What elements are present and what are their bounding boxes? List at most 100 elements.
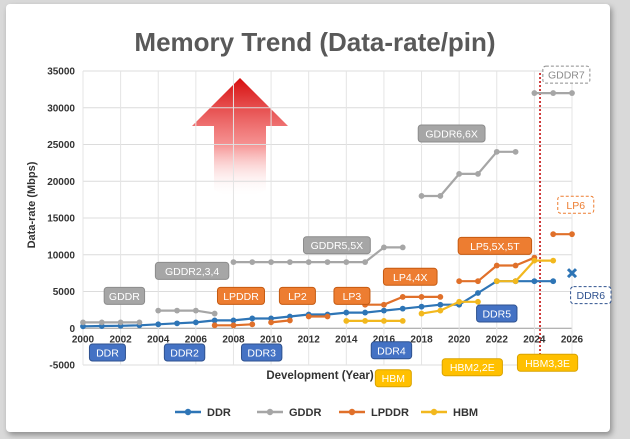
- generation-label-text: DDR2: [170, 348, 199, 360]
- data-point-gddr: [343, 259, 350, 265]
- data-point-gddr: [399, 244, 406, 251]
- data-point-hbm: [550, 257, 557, 264]
- data-point-gddr: [531, 90, 538, 96]
- data-point-gddr: [174, 307, 180, 314]
- data-point-gddr: [418, 193, 425, 199]
- legend-item-ddr: DDR: [175, 407, 231, 419]
- y-tick-label: 35000: [47, 67, 75, 78]
- generation-label: LP2: [278, 286, 316, 305]
- generation-label-text: HBM2,2E: [450, 362, 495, 374]
- legend-item-gddr: GDDR: [257, 407, 321, 419]
- generation-label-text: GDDR7: [548, 70, 585, 82]
- data-point-gddr: [512, 148, 519, 155]
- generation-label-text: HBM: [382, 373, 405, 385]
- generation-label: DDR6: [570, 286, 612, 305]
- generation-label-box: [154, 261, 230, 280]
- generation-label-box: [103, 286, 146, 305]
- generation-label-text: DDR5: [482, 309, 511, 321]
- data-point-gddr: [136, 319, 143, 326]
- generation-label-box: [278, 286, 316, 305]
- generation-label-text: DDR4: [377, 345, 406, 357]
- data-point-lpddr: [437, 293, 444, 300]
- y-axis-label: Data-rate (Mbps): [26, 161, 38, 248]
- generation-label: DDR5: [476, 304, 518, 323]
- generation-label-box: [374, 369, 412, 388]
- legend-marker: [430, 408, 438, 416]
- generation-label: DDR2: [163, 343, 206, 362]
- data-point-lpddr: [324, 313, 331, 320]
- data-point-hbm: [381, 318, 387, 324]
- x-tick-label: 2022: [486, 334, 509, 345]
- data-point-gddr: [569, 90, 575, 96]
- data-point-gddr: [437, 193, 444, 199]
- generation-label: LP5,5X,5T: [457, 236, 533, 255]
- series-line-lpddr: [270, 319, 291, 324]
- generation-label-box: [542, 65, 591, 84]
- generation-label: DDR3: [240, 343, 283, 362]
- data-point-lpddr: [381, 301, 387, 308]
- generation-label: LP4,4X: [382, 267, 438, 286]
- data-point-hbm: [418, 310, 425, 317]
- generation-label-box: [441, 358, 503, 377]
- generation-label-text: DDR3: [247, 348, 276, 360]
- generation-label-text: DDR: [96, 348, 119, 360]
- generation-label: GDDR: [103, 286, 146, 305]
- x-axis-label: Development (Year): [266, 370, 374, 382]
- generation-label-text: GDDR5,5X: [311, 240, 364, 252]
- x-tick-label: 2026: [561, 334, 584, 345]
- y-tick-label: -5000: [49, 361, 75, 372]
- data-point-gddr: [305, 259, 312, 265]
- generation-label-box: [370, 341, 413, 360]
- data-point-hbm: [437, 307, 444, 314]
- series-line-hbm: [421, 300, 478, 315]
- legend-item-lpddr: LPDDR: [339, 407, 409, 419]
- legend: DDR GDDR LPDDR HBM: [175, 407, 478, 419]
- generation-label-box: [240, 343, 283, 362]
- growth-arrow-icon: [192, 78, 288, 198]
- data-point-hbm: [512, 278, 519, 285]
- data-point-gddr: [362, 259, 369, 265]
- data-point-ddr: [381, 307, 387, 314]
- generation-label-box: [216, 286, 265, 305]
- data-point-ddr: [249, 315, 256, 322]
- x-tick-label: 2010: [260, 334, 283, 345]
- x-tick-label: 2018: [410, 334, 433, 345]
- data-point-ddr: [230, 317, 237, 324]
- x-tick-label: 2000: [72, 334, 95, 345]
- data-point-gddr: [456, 171, 463, 177]
- data-point-hbm: [343, 318, 350, 324]
- series-line-gddr: [158, 309, 215, 315]
- data-point-ddr: [418, 303, 425, 310]
- data-point-hbm: [456, 298, 463, 305]
- data-point-ddr: [475, 290, 481, 296]
- generation-label-text: LP3: [343, 291, 362, 303]
- data-point-ddr: [531, 278, 538, 285]
- data-point-lpddr: [456, 278, 463, 285]
- y-tick-label: 20000: [47, 177, 75, 188]
- series: [80, 73, 578, 365]
- grid: [82, 70, 573, 366]
- y-tick-label: 25000: [47, 140, 75, 151]
- data-point-lpddr: [230, 322, 237, 329]
- data-point-gddr: [475, 171, 481, 177]
- data-point-lpddr: [399, 293, 406, 300]
- data-point-gddr: [155, 307, 162, 314]
- generation-label-box: [476, 304, 518, 323]
- chart-title: Memory Trend (Data-rate/pin): [134, 27, 495, 57]
- data-point-hbm: [362, 318, 369, 324]
- data-point-ddr: [211, 317, 218, 324]
- data-point-lpddr: [550, 231, 557, 238]
- data-point-ddr: [192, 319, 199, 326]
- generation-label-text: LP4,4X: [393, 272, 427, 284]
- data-point-gddr: [268, 259, 274, 265]
- generation-label-text: LP6: [566, 200, 585, 212]
- data-point-lpddr: [211, 322, 218, 329]
- data-point-gddr: [286, 259, 293, 265]
- generation-label-box: [417, 124, 486, 143]
- generation-label: HBM: [374, 369, 412, 388]
- legend-label: GDDR: [289, 407, 321, 419]
- data-point-lpddr: [268, 319, 274, 326]
- x-tick-label: 2008: [222, 334, 245, 345]
- generation-label: LPDDR: [216, 286, 265, 305]
